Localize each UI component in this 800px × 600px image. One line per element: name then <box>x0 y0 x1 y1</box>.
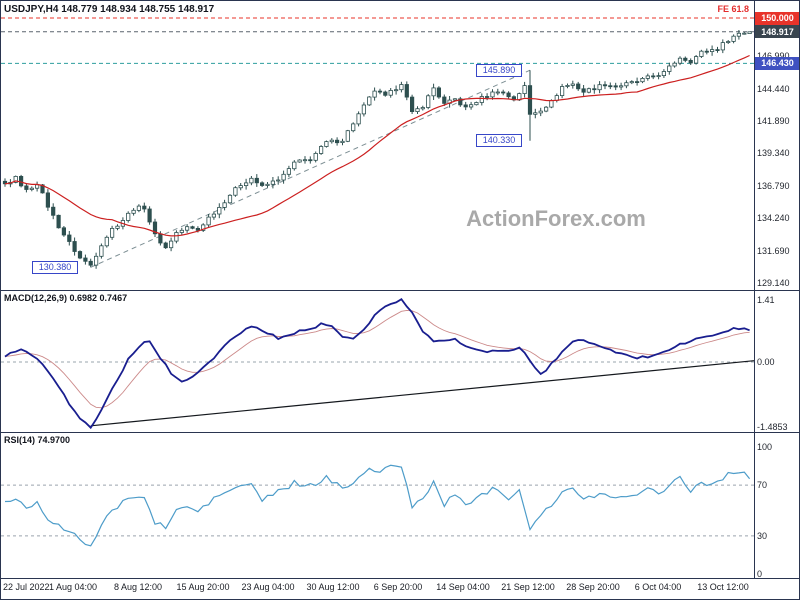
rsi-axis-label: 70 <box>757 480 768 491</box>
time-axis-label: 6 Sep 20:00 <box>373 582 423 592</box>
macd-axis-label: 1.41 <box>757 295 775 305</box>
macd-axis-label: 0.00 <box>757 357 775 367</box>
fib-extension-label: FE 61.8 <box>717 4 749 14</box>
time-axis-label: 22 Jul 2022 <box>3 582 50 592</box>
watermark: ActionForex.com <box>466 206 646 231</box>
time-axis-label: 1 Aug 04:00 <box>48 582 98 592</box>
symbol-title: USDJPY,H4 148.779 148.934 148.755 148.91… <box>4 4 215 15</box>
price-axis-label: 144.440 <box>757 83 790 94</box>
macd-axis-label: -1.4853 <box>757 422 788 433</box>
price-axis-label: 146.990 <box>757 51 790 61</box>
price-tag: 148.917 <box>755 25 799 39</box>
price-annotation: 130.380 <box>32 260 78 274</box>
price-axis-label: 139.340 <box>757 148 790 159</box>
rsi-axis-label: 0 <box>757 569 763 579</box>
time-axis-label: 13 Oct 12:00 <box>697 582 749 592</box>
price-axis-label: 129.140 <box>757 278 790 288</box>
time-axis-label: 30 Aug 12:00 <box>306 582 360 592</box>
price-annotation: 145.890 <box>476 63 522 77</box>
rsi-axis-label: 100 <box>757 442 773 452</box>
price-axis-label: 136.790 <box>757 180 790 191</box>
time-axis-label: 21 Sep 12:00 <box>501 582 555 592</box>
price-axis-label: 131.690 <box>757 245 790 256</box>
price-axis-label: 134.240 <box>757 213 790 224</box>
rsi-title: RSI(14) 74.9700 <box>4 435 71 445</box>
rsi-axis-label: 30 <box>757 530 768 541</box>
macd-title: MACD(12,26,9) 0.6982 0.7467 <box>4 293 128 303</box>
price-tag: 150.000 <box>755 11 799 25</box>
time-axis-label: 6 Oct 04:00 <box>634 582 682 592</box>
time-axis-label: 23 Aug 04:00 <box>241 582 295 592</box>
time-axis-label: 8 Aug 12:00 <box>113 582 163 592</box>
price-tag: 146.430 <box>755 56 799 70</box>
time-axis-label: 15 Aug 20:00 <box>176 582 230 592</box>
price-axis-label: 141.890 <box>757 116 790 126</box>
time-axis-label: 28 Sep 20:00 <box>566 582 620 592</box>
price-annotation: 140.330 <box>476 134 522 148</box>
time-axis-label: 14 Sep 04:00 <box>436 582 490 592</box>
